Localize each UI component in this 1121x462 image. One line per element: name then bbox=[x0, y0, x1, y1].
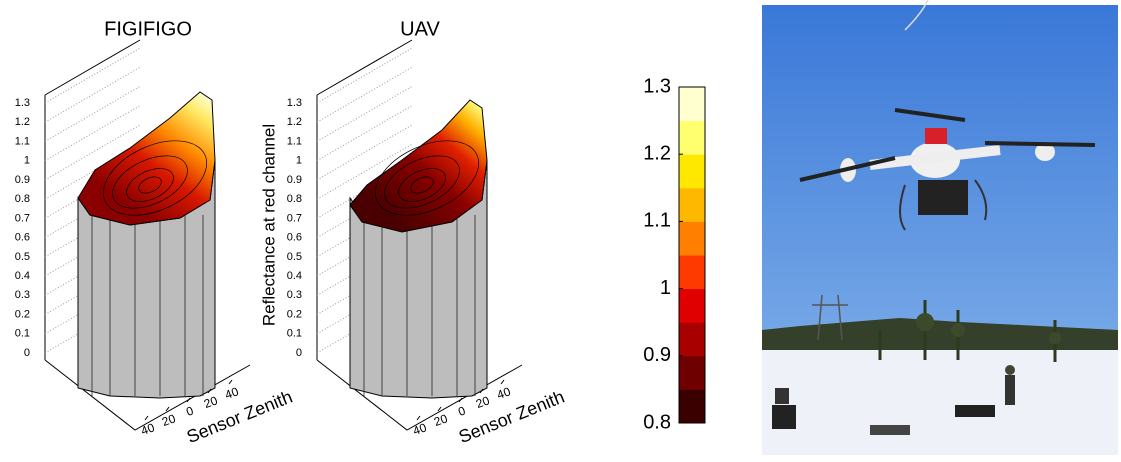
z-tick-label: 1 bbox=[296, 155, 302, 167]
z-tick-label: 1 bbox=[24, 155, 30, 167]
x-tick-label: 0 bbox=[184, 403, 195, 419]
colorbar-tick-label: 1.3 bbox=[643, 75, 671, 97]
z-tick-label: 0.8 bbox=[15, 193, 30, 205]
panel: UAV 0 0.1 0.2 0.3 0.4 0.5 0.6 0.7 0.8 0.9 1 1.1 1.2 1.… bbox=[259, 18, 567, 447]
photo bbox=[762, 0, 1118, 455]
z-tick-label: 0.9 bbox=[15, 174, 30, 186]
colorbar-tick-label: 1 bbox=[660, 277, 671, 299]
x-tick-label: 40 bbox=[495, 384, 513, 402]
z-tick-label: 0.2 bbox=[15, 308, 30, 320]
colorbar-band bbox=[679, 255, 705, 289]
x-tick bbox=[145, 416, 148, 420]
z-tick-label: 0.7 bbox=[15, 212, 30, 224]
panel-title: FIGIFIGO bbox=[104, 18, 192, 40]
x-tick-label: 40 bbox=[411, 420, 429, 438]
colorbar-band bbox=[679, 188, 705, 222]
z-axis-label: Reflectance at red channel bbox=[259, 124, 278, 326]
colorbar-tick-label: 0.8 bbox=[643, 411, 671, 433]
z-tick-label: 0.6 bbox=[287, 232, 302, 244]
figure: FIGIFIGO 0 0.1 0.2 0.3 0.4 0.5 0.6 0.7 0.8 0.9 1 1.1… bbox=[0, 0, 1121, 457]
panel-title: UAV bbox=[400, 18, 440, 40]
z-tick-label: 0.1 bbox=[287, 328, 302, 340]
z-tick-label: 1.1 bbox=[15, 135, 30, 147]
colorbar-band bbox=[679, 87, 705, 121]
x-tick bbox=[438, 407, 441, 411]
x-tick bbox=[417, 416, 420, 420]
z-tick-label: 0 bbox=[296, 347, 302, 359]
z-tick-label: 1.1 bbox=[287, 135, 302, 147]
x-tick-label: 0 bbox=[456, 403, 467, 419]
z-tick-label: 0.8 bbox=[287, 193, 302, 205]
colorbar-band bbox=[679, 154, 705, 188]
z-tick-label: 0 bbox=[24, 347, 30, 359]
z-tick-label: 1.3 bbox=[287, 97, 302, 109]
z-tick-label: 1.2 bbox=[287, 116, 302, 128]
panel: FIGIFIGO 0 0.1 0.2 0.3 0.4 0.5 0.6 0.7 0.8 0.9 1 1.1… bbox=[15, 18, 296, 447]
z-tick-label: 1.3 bbox=[15, 97, 30, 109]
z-tick-label: 0.9 bbox=[287, 174, 302, 186]
z-tick-label: 1.2 bbox=[15, 116, 30, 128]
x-tick-label: 40 bbox=[139, 420, 157, 438]
colorbar-tick-label: 0.9 bbox=[643, 344, 671, 366]
z-tick-label: 0.4 bbox=[287, 270, 302, 282]
z-tick-label: 0.7 bbox=[287, 212, 302, 224]
z-tick-label: 0.5 bbox=[287, 251, 302, 263]
colorbar-band bbox=[679, 389, 705, 423]
x-tick-label: 20 bbox=[432, 411, 450, 429]
z-tick-label: 0.6 bbox=[15, 232, 30, 244]
surface bbox=[78, 92, 215, 225]
z-tick-label: 0.5 bbox=[15, 251, 30, 263]
z-tick-label: 0.3 bbox=[15, 289, 30, 301]
z-tick-label: 0.1 bbox=[15, 328, 30, 340]
x-tick bbox=[501, 380, 504, 384]
colorbar-tick-label: 1.2 bbox=[643, 142, 671, 164]
colorbar-band bbox=[679, 356, 705, 390]
colorbar-band bbox=[679, 121, 705, 155]
colorbar-tick-label: 1.1 bbox=[643, 210, 671, 232]
z-tick-label: 0.4 bbox=[15, 270, 30, 282]
x-tick bbox=[229, 380, 232, 384]
x-tick-label: 20 bbox=[160, 411, 178, 429]
colorbar-band bbox=[679, 289, 705, 323]
colorbar-band bbox=[679, 221, 705, 255]
x-tick-label: 40 bbox=[223, 384, 241, 402]
colorbar-band bbox=[679, 322, 705, 356]
z-tick-label: 0.2 bbox=[287, 308, 302, 320]
x-tick-label: 20 bbox=[474, 393, 492, 411]
z-tick-label: 0.3 bbox=[287, 289, 302, 301]
x-tick-label: 20 bbox=[202, 393, 220, 411]
x-tick bbox=[166, 407, 169, 411]
